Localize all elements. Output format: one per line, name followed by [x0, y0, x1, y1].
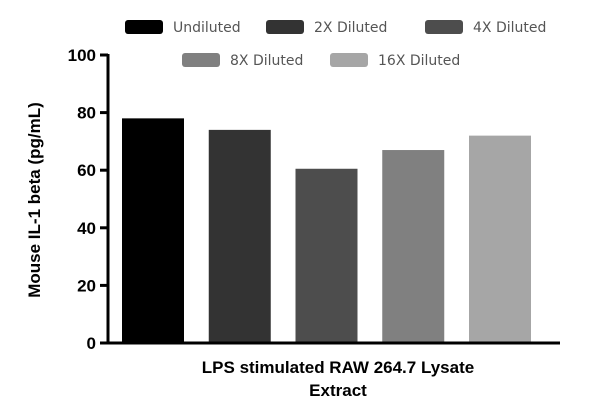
bar — [208, 129, 271, 343]
bar — [122, 118, 184, 343]
legend-label: 4X Diluted — [473, 20, 546, 36]
legend-label: 2X Diluted — [314, 20, 387, 36]
y-axis-title: Mouse IL-1 beta (pg/mL) — [25, 102, 44, 298]
y-tick-label: 20 — [77, 276, 96, 295]
legend-label: 16X Diluted — [378, 53, 460, 69]
y-tick-label: 40 — [77, 219, 96, 238]
legend-label: 8X Diluted — [230, 53, 303, 69]
bars — [122, 118, 531, 343]
legend-swatch — [182, 53, 220, 67]
bar — [295, 168, 358, 343]
legend-swatch — [425, 20, 463, 34]
legend-label: Undiluted — [173, 20, 241, 36]
y-tick-label: 80 — [77, 104, 96, 123]
y-tick-label: 100 — [68, 46, 96, 65]
y-tick-label: 60 — [77, 161, 96, 180]
x-axis-title-line-2: Extract — [309, 381, 367, 400]
y-tick-label: 0 — [87, 334, 96, 353]
legend-swatch — [330, 53, 368, 67]
bar — [382, 150, 445, 343]
legend-swatch — [266, 20, 304, 34]
y-axis: 0 20 40 60 80 100 — [68, 46, 110, 353]
legend-swatch — [125, 20, 163, 34]
x-axis-title-line-1: LPS stimulated RAW 264.7 Lysate — [202, 358, 474, 377]
legend: Undiluted 2X Diluted 4X Diluted 8X Diluted 1… — [125, 20, 546, 69]
bar — [469, 135, 531, 343]
